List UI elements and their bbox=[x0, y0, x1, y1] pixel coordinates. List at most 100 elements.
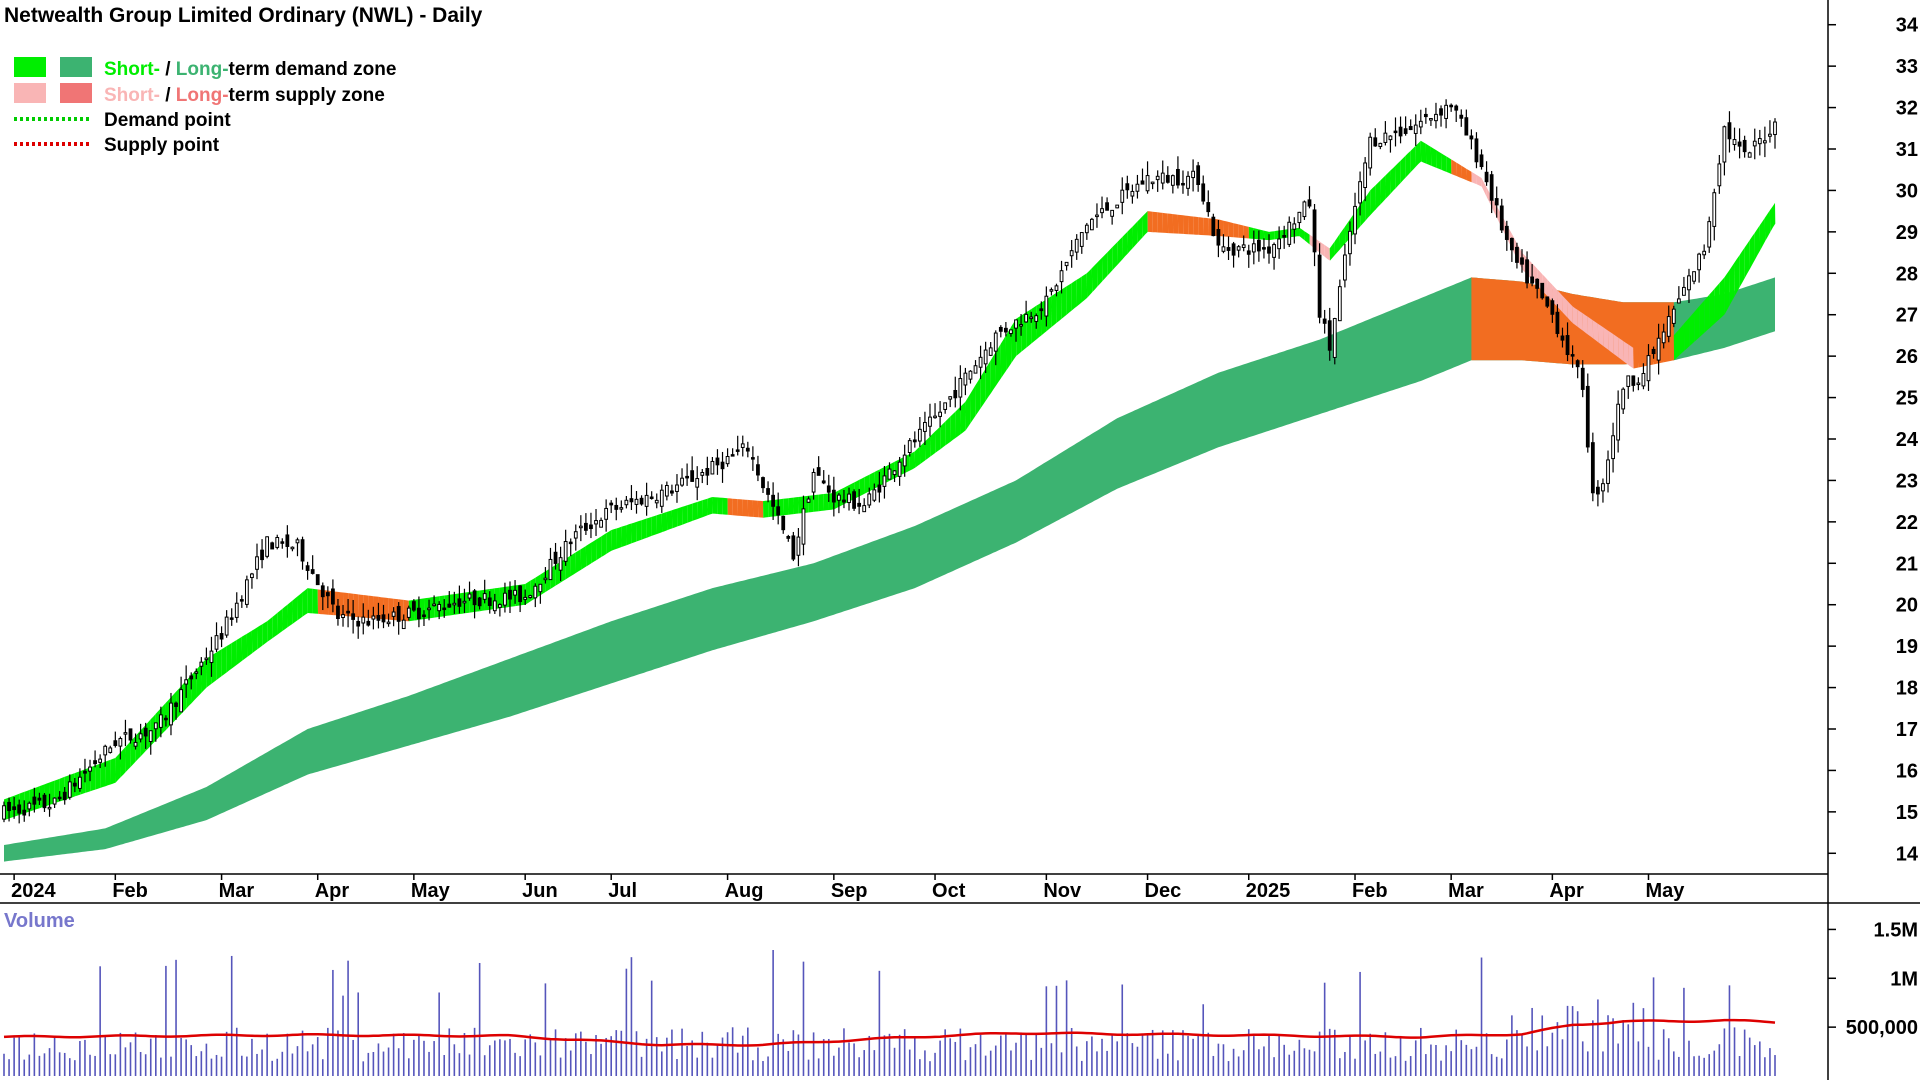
date-tick-label: Sep bbox=[831, 880, 868, 902]
candle-body bbox=[1535, 278, 1540, 289]
candle-body bbox=[417, 607, 421, 620]
candle-body bbox=[214, 635, 219, 650]
candle-body bbox=[801, 508, 806, 545]
candle-body bbox=[619, 507, 624, 510]
candle-body bbox=[1585, 385, 1590, 448]
short-term-zone-segment bbox=[100, 761, 106, 788]
candle-body bbox=[1540, 282, 1545, 299]
candle-body bbox=[1413, 124, 1418, 134]
candle-body bbox=[341, 614, 345, 619]
date-tick-label: 2025 bbox=[1246, 880, 1291, 902]
candle-body bbox=[1211, 216, 1216, 237]
candle-body bbox=[1762, 140, 1767, 144]
short-term-zone-segment bbox=[859, 477, 865, 497]
short-term-zone-segment bbox=[1476, 174, 1482, 187]
short-term-zone-segment bbox=[788, 497, 794, 515]
short-term-zone-segment bbox=[747, 499, 754, 517]
price-tick-label: 17 bbox=[1896, 719, 1918, 741]
candle-body bbox=[1160, 172, 1165, 184]
price-tick-label: 25 bbox=[1896, 388, 1918, 410]
candle-body bbox=[958, 378, 963, 398]
short-term-zone-segment bbox=[429, 597, 435, 619]
candle-body bbox=[973, 365, 978, 374]
short-term-zone-segment bbox=[1420, 140, 1427, 164]
candle-body bbox=[604, 507, 609, 520]
short-term-zone-segment bbox=[1233, 223, 1239, 238]
candle-body bbox=[1408, 126, 1413, 131]
candle-body bbox=[675, 484, 679, 492]
candle-body bbox=[325, 592, 330, 597]
candle-body bbox=[1348, 230, 1352, 255]
short-term-zone-segment bbox=[1582, 313, 1588, 335]
candle-body bbox=[1641, 373, 1646, 387]
short-term-zone-segment bbox=[1481, 178, 1487, 198]
candle-body bbox=[1317, 254, 1322, 318]
short-term-zone-segment bbox=[656, 513, 663, 534]
legend-demand-zone: Short- / Long-term demand zone bbox=[104, 59, 396, 80]
short-term-zone-segment bbox=[737, 499, 743, 517]
candle-body bbox=[745, 447, 750, 452]
short-term-zone-segment bbox=[1248, 226, 1255, 239]
short-term-zone-segment bbox=[1436, 150, 1442, 170]
candle-body bbox=[224, 616, 229, 636]
price-tick-label: 28 bbox=[1896, 263, 1918, 285]
candle-body bbox=[761, 477, 765, 489]
candle-body bbox=[138, 733, 143, 740]
short-term-zone-segment bbox=[601, 533, 607, 557]
candle-body bbox=[1054, 285, 1059, 291]
price-tick-label: 26 bbox=[1896, 346, 1918, 368]
short-term-zone-segment bbox=[1567, 301, 1573, 324]
candle-body bbox=[361, 616, 366, 624]
date-tick-label: Dec bbox=[1145, 880, 1182, 902]
volume-label: Volume bbox=[4, 910, 75, 932]
short-term-zone-segment bbox=[1036, 302, 1042, 340]
candle-body bbox=[1692, 271, 1696, 282]
candle-body bbox=[806, 498, 811, 503]
short-term-zone-segment bbox=[1456, 162, 1462, 179]
candle-body bbox=[614, 504, 619, 510]
zones-layer bbox=[4, 140, 1776, 862]
candle-body bbox=[983, 349, 988, 365]
short-term-zone-segment bbox=[246, 630, 253, 657]
candle-body bbox=[1616, 403, 1621, 441]
short-term-zone-segment bbox=[980, 368, 986, 408]
short-term-zone-segment bbox=[813, 494, 819, 512]
candle-body bbox=[796, 536, 801, 556]
candle-body bbox=[52, 797, 57, 805]
candle-body bbox=[229, 617, 234, 620]
short-term-zone-segment bbox=[1061, 286, 1067, 319]
candle-body bbox=[1596, 486, 1600, 495]
candle-body bbox=[791, 535, 796, 560]
short-term-zone-segment bbox=[95, 763, 101, 790]
short-term-zone-segment bbox=[1299, 227, 1305, 241]
candle-body bbox=[472, 590, 477, 606]
candle-body bbox=[1105, 202, 1109, 211]
candle-body bbox=[548, 558, 553, 581]
candle-body bbox=[1742, 139, 1747, 153]
candle-body bbox=[93, 760, 97, 765]
candle-body bbox=[57, 796, 62, 800]
candle-body bbox=[634, 498, 639, 505]
candle-body bbox=[563, 541, 568, 562]
candle-body bbox=[857, 502, 862, 507]
short-term-zone-segment bbox=[1122, 231, 1128, 260]
candle-body bbox=[609, 502, 614, 506]
candle-body bbox=[624, 499, 629, 506]
candle-body bbox=[158, 714, 163, 728]
short-term-zone-segment bbox=[9, 795, 15, 819]
candle-body bbox=[72, 782, 77, 787]
short-term-zone-segment bbox=[1172, 214, 1179, 234]
candle-body bbox=[543, 577, 548, 581]
short-term-zone-segment bbox=[297, 592, 303, 621]
candle-body bbox=[1712, 192, 1717, 227]
short-term-zone-segment bbox=[1749, 232, 1755, 269]
price-tick-label: 23 bbox=[1896, 470, 1918, 492]
legend: Short- / Long-term demand zone Short- / … bbox=[14, 57, 396, 156]
candle-body bbox=[553, 551, 558, 564]
candle-body bbox=[153, 722, 158, 730]
candle-body bbox=[1429, 118, 1433, 121]
candle-body bbox=[877, 484, 882, 493]
short-term-zone-segment bbox=[1628, 344, 1634, 369]
candle-body bbox=[988, 347, 993, 356]
candle-body bbox=[1515, 246, 1519, 263]
